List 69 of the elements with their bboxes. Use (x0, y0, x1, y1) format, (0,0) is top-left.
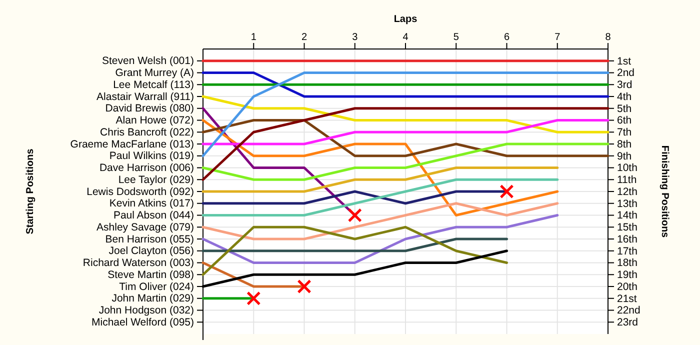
y-tick-label: 10th (617, 162, 638, 174)
x-tick-label: 1 (250, 32, 257, 43)
point (297, 279, 312, 294)
text: Steve Martin (098) (108, 268, 194, 281)
y-tick-label: 22nd (617, 304, 641, 317)
line-series (202, 202, 559, 240)
text: Ben Harrison (055) (105, 233, 194, 246)
y-tick-label: 12th (617, 186, 638, 198)
y-tick-label: 15th (617, 221, 638, 234)
text: Alan Howe (072) (116, 114, 194, 127)
line-series (202, 119, 610, 158)
y-tick-label: 18th (617, 257, 638, 270)
text: Starting Positions (25, 148, 36, 234)
y-tick-label: 20th (617, 280, 638, 293)
line-series (202, 95, 610, 134)
text: Michael Welford (095) (91, 316, 194, 328)
text: Graeme MacFarlane (013) (70, 138, 194, 150)
y-tick-label: 11th (617, 174, 637, 186)
y-tick-label: 1st (617, 55, 632, 68)
point (500, 184, 514, 199)
text: Alastair Warrall (911) (96, 90, 194, 103)
x-tick-label: 2 (301, 32, 308, 43)
line-series (202, 142, 610, 181)
text: Chris Bancroft (022) (100, 126, 194, 138)
text: Kevin Atkins (017) (109, 198, 194, 210)
x-tick-label: 3 (352, 32, 358, 43)
x-tick-label: 8 (605, 32, 612, 43)
text: Grant Murrey (A) (115, 67, 194, 80)
y-tick-label: 8th (617, 138, 632, 150)
y-tick-label: 5th (617, 102, 632, 115)
y-tick-label: 13th (617, 198, 638, 210)
line-series (202, 107, 610, 181)
y-tick-label: 2nd (617, 67, 635, 80)
y-tick-label: 19th (617, 268, 638, 281)
text: Paul Wilkins (019) (109, 150, 194, 162)
y-tick-label: 14th (617, 210, 638, 222)
line-series (202, 178, 559, 216)
x-axis-title: Laps (394, 14, 418, 25)
y-axis-title: Finishing Positions (659, 145, 670, 238)
y-tick-label: 9th (617, 150, 632, 162)
text: Steven Welsh (001) (102, 55, 194, 68)
text: Dave Harrison (006) (99, 162, 194, 174)
line-series (202, 214, 559, 264)
text: Tim Oliver (024) (119, 280, 194, 293)
y-tick-label: 21st (617, 292, 637, 305)
text: Ashley Savage (079) (96, 221, 194, 234)
y-tick-label: 23rd (617, 316, 638, 328)
text: Joel Clayton (056) (108, 245, 194, 258)
x-tick-label: 5 (453, 32, 460, 43)
text: Lewis Dodsworth (092) (86, 186, 194, 198)
point (246, 291, 261, 306)
x-tick-label: 4 (402, 32, 409, 43)
line-series (202, 226, 508, 276)
text: Richard Waterson (003) (82, 257, 194, 270)
y-tick-label: 17th (617, 245, 638, 258)
y-tick-label: 16th (617, 233, 638, 246)
text: Lee Metcalf (113) (113, 78, 194, 91)
x-tick-label: 6 (504, 32, 510, 43)
x-tick-label: 7 (554, 32, 561, 43)
text: Lee Taylor (029) (118, 174, 194, 186)
y-tick-label: 6th (617, 114, 632, 127)
text: David Brewis (080) (105, 102, 194, 115)
point (348, 208, 362, 222)
text: Paul Abson (044) (113, 210, 194, 222)
y-tick-label: 4th (617, 90, 632, 103)
y-tick-label: 7th (617, 126, 632, 138)
text: John Hodgson (032) (98, 304, 194, 317)
y-tick-label: 3rd (617, 78, 632, 91)
text: John Martin (029) (112, 292, 194, 305)
